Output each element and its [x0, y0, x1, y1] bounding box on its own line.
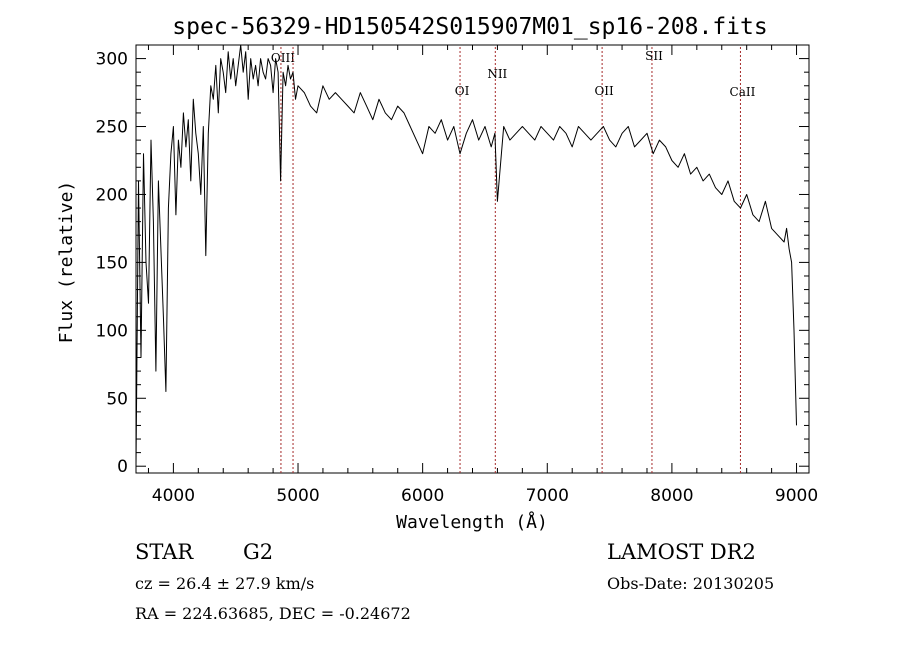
y-tick-label: 0 — [117, 457, 128, 477]
redshift-line: cz = 26.4 ± 27.9 km/s — [135, 574, 315, 593]
coords-line: RA = 224.63685, DEC = -0.24672 — [135, 604, 411, 623]
x-axis-label: Wavelength (Å) — [396, 511, 548, 533]
subclass: G2 — [243, 540, 274, 564]
y-tick-label: 200 — [96, 185, 128, 205]
object-class: STAR — [135, 540, 194, 564]
x-tick-label: 6000 — [401, 486, 444, 506]
obs-date-line: Obs-Date: 20130205 — [607, 574, 775, 593]
spectral-line-label: NII — [487, 67, 507, 81]
y-tick-label: 250 — [96, 118, 128, 138]
y-tick-label: 300 — [96, 50, 128, 70]
survey-name: LAMOST DR2 — [607, 540, 756, 564]
x-tick-label: 7000 — [526, 486, 569, 506]
x-tick-label: 9000 — [775, 486, 818, 506]
x-tick-label: 4000 — [152, 486, 195, 506]
x-axis-ticks: 4000 5000 6000 7000 8000 9000 — [147, 45, 818, 506]
y-tick-label: 150 — [96, 253, 128, 273]
plot-frame — [135, 44, 810, 474]
series-layer — [135, 44, 797, 467]
y-axis-label: Flux (relative) — [56, 181, 77, 344]
spectral-line-label: CaII — [730, 85, 756, 99]
spectral-line-label: OIII — [271, 51, 295, 65]
spectrum-line — [135, 44, 797, 467]
chart-title: spec-56329-HD150542S015907M01_sp16-208.f… — [172, 14, 767, 40]
spectral-line-label: OII — [594, 84, 614, 98]
spectral-line-label: SII — [645, 49, 663, 63]
y-tick-label: 50 — [106, 389, 128, 409]
x-tick-label: 8000 — [650, 486, 693, 506]
spectral-line-markers: OIII OI NII OII SII CaII — [271, 45, 756, 473]
y-tick-label: 100 — [96, 321, 128, 341]
x-tick-label: 5000 — [276, 486, 319, 506]
spectral-line-label: OI — [455, 84, 470, 98]
y-axis-ticks: 0 50 100 150 200 250 300 — [96, 50, 809, 477]
